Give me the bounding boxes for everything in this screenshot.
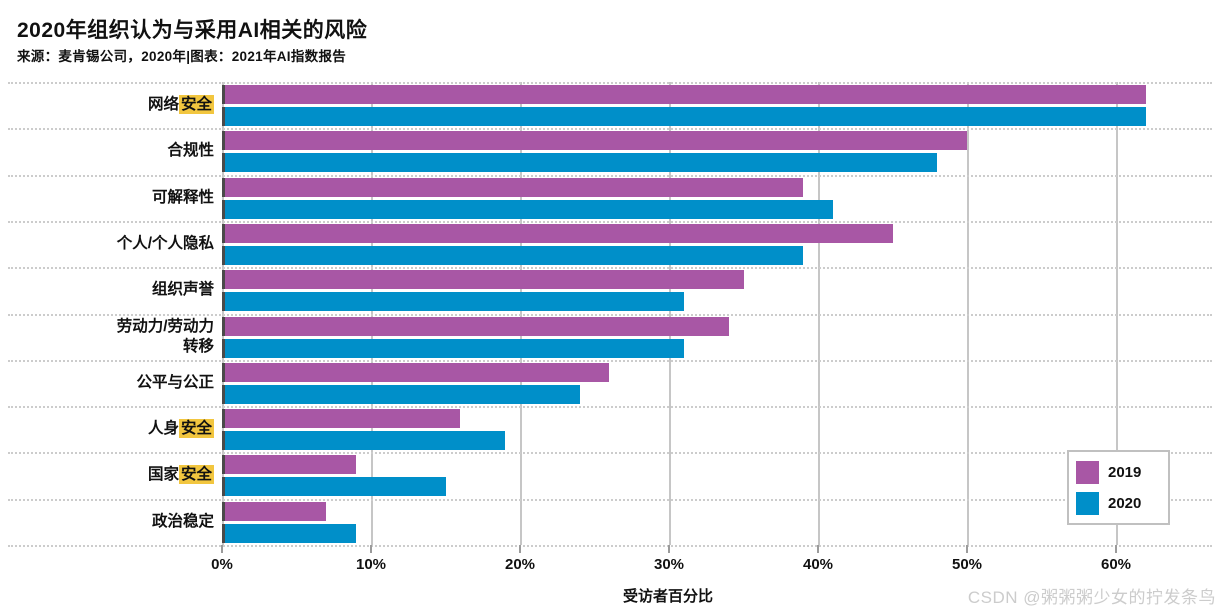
category-row: 政治稳定 [8,499,1212,545]
x-axis-tick [221,545,223,553]
category-label: 国家 安全 [8,452,214,498]
bar-2020-网络安全 [222,107,1146,126]
category-label: 合规性 [8,128,214,174]
bar-2019-可解释性 [222,177,804,197]
page-title: 2020年组织认为与采用AI相关的风险 [17,19,368,42]
highlighted-text: 安全 [178,419,214,439]
plot-area: 网络 安全合规性可解释性个人/个人隐私组织声誉劳动力/劳动力 转移公平与公正人身 安全… [8,82,1212,547]
row-separator-line [8,452,1212,455]
category-label-text: 人身 安全 [147,419,214,439]
x-axis-tick-label: 10% [355,556,387,573]
legend-item-2019: 2019 [1076,457,1168,488]
bar-2020-劳动力/劳动力转移 [222,338,684,358]
row-separator-line [8,220,1212,223]
bar-2019-个人/个人隐私 [222,223,893,243]
category-row: 国家 安全 [8,452,1212,498]
x-axis-tick-label: 60% [1100,556,1132,573]
x-axis-tick-label: 30% [653,556,685,573]
x-axis-tick [519,545,521,553]
category-label-text: 劳动力/劳动力 转移 [116,317,214,355]
bar-2019-国家安全 [222,455,357,475]
bar-2020-国家安全 [222,477,446,497]
category-label: 组织声誉 [8,267,214,313]
category-label-text: 个人/个人隐私 [116,234,214,252]
row-separator-line [8,498,1212,501]
bar-2020-合规性 [222,153,938,173]
x-axis-tick-label: 0% [211,556,233,573]
x-axis-tick-label: 20% [504,556,536,573]
legend: 2019 2020 [1067,450,1170,525]
category-row: 可解释性 [8,175,1212,221]
category-label: 可解释性 [8,175,214,221]
row-separator-line [8,267,1212,270]
row-separator-line [8,82,1212,84]
row-separator-line [8,359,1212,362]
category-label-text: 合规性 [167,142,214,160]
category-label-text: 组织声誉 [151,281,214,299]
bar-2019-组织声誉 [222,270,744,290]
category-label-text: 政治稳定 [151,512,214,530]
category-row: 劳动力/劳动力 转移 [8,314,1212,360]
category-label: 政治稳定 [8,499,214,545]
bar-2019-网络安全 [222,85,1146,104]
x-axis-tick [668,545,670,553]
x-axis-tick-label: 40% [802,556,834,573]
bar-2020-公平与公正 [222,384,580,404]
category-label: 网络 安全 [8,82,214,128]
highlighted-text: 安全 [178,465,214,485]
legend-label-2020: 2020 [1108,495,1142,512]
x-axis-tick [370,545,372,553]
legend-item-2020: 2020 [1076,488,1168,519]
category-row: 组织声誉 [8,267,1212,313]
bar-2019-合规性 [222,131,967,151]
category-row: 个人/个人隐私 [8,221,1212,267]
legend-swatch-2019 [1076,461,1099,484]
x-axis-title: 受访者百分比 [622,588,714,605]
bar-2020-人身安全 [222,431,506,451]
category-row: 人身 安全 [8,406,1212,452]
category-label: 公平与公正 [8,360,214,406]
x-axis-tick [966,545,968,553]
category-label-text: 可解释性 [151,188,214,206]
category-label-text: 网络 安全 [147,95,214,115]
source-line: 来源：麦肯锡公司，2020年|图表：2021年AI指数报告 [17,49,347,64]
row-separator-line [8,313,1212,316]
category-label-text: 公平与公正 [136,373,214,391]
bar-2020-个人/个人隐私 [222,245,804,265]
x-axis-tick [1115,545,1117,553]
x-axis-tick [817,545,819,553]
category-label: 人身 安全 [8,406,214,452]
category-row: 公平与公正 [8,360,1212,406]
bar-2020-组织声誉 [222,292,684,312]
row-separator-line [8,406,1212,409]
bar-2020-可解释性 [222,199,833,219]
highlighted-text: 安全 [178,95,214,115]
row-separator-line [8,128,1212,131]
bar-2019-公平与公正 [222,362,610,382]
category-label: 劳动力/劳动力 转移 [8,314,214,360]
bar-2019-劳动力/劳动力转移 [222,316,729,336]
bar-2019-人身安全 [222,409,461,429]
category-label: 个人/个人隐私 [8,221,214,267]
x-axis-tick-label: 50% [951,556,983,573]
bar-2019-政治稳定 [222,501,327,521]
row-separator-line [8,545,1212,547]
legend-label-2019: 2019 [1108,464,1142,481]
category-row: 合规性 [8,128,1212,174]
category-label-text: 国家 安全 [147,465,214,485]
legend-swatch-2020 [1076,492,1099,515]
row-separator-line [8,174,1212,177]
category-row: 网络 安全 [8,82,1212,128]
watermark: CSDN @粥粥粥少女的拧发条鸟 [967,588,1216,607]
bar-2020-政治稳定 [222,523,357,543]
